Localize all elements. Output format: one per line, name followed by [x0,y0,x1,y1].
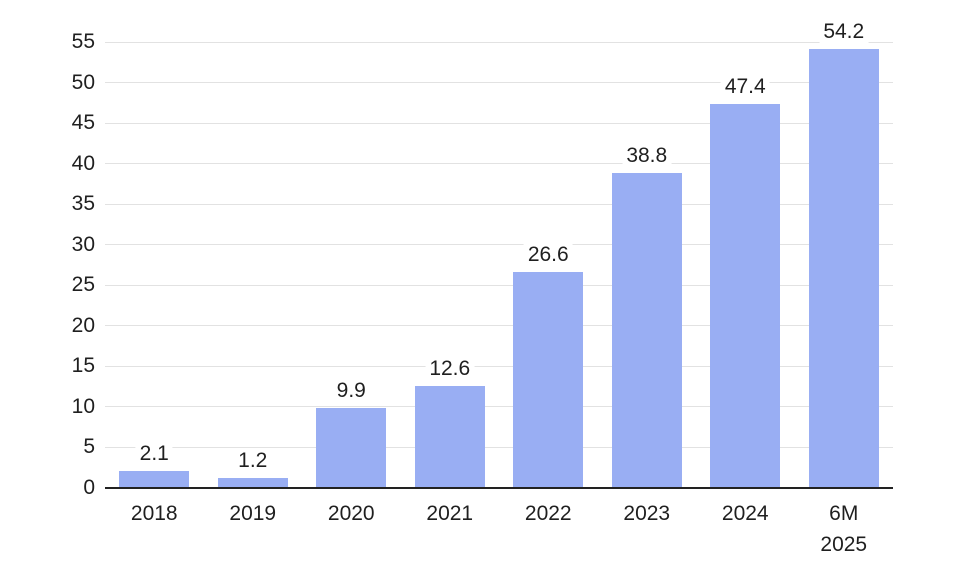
y-axis-tick-label: 35 [71,192,95,216]
bar-value-label: 54.2 [819,19,869,44]
x-axis-tick-label: 6M 2025 [820,502,868,556]
bar-slot-2022: 26.6 [499,42,598,488]
bar [414,385,485,488]
gridline-30 [105,244,893,246]
y-axis-tick-label: 55 [71,30,95,53]
x-axis-tick-label: 2024 [721,502,769,525]
bar-slot-2023: 38.8 [598,42,697,488]
bar-slot-2019: 1.2 [204,42,303,488]
bar-value-label: 47.4 [720,74,770,99]
bar-slot-2024: 47.4 [696,42,795,488]
bar-slot-2021: 12.6 [401,42,500,488]
bar [119,470,190,488]
gridline-25 [105,284,893,286]
x-axis-tick-label: 2018 [130,502,178,525]
y-axis-tick-label: 0 [83,476,95,499]
y-axis-tick-label: 50 [71,70,95,94]
x-axis-tick-label: 2020 [327,502,375,525]
x-axis-tick-label: 2019 [229,502,277,525]
gridline-10 [105,406,893,408]
bar-value-label: 12.6 [425,356,475,381]
x-axis-tick-label: 2023 [623,502,671,525]
bar-value-label: 38.8 [622,144,672,169]
y-axis-tick-label: 25 [71,273,95,297]
bar-value-label: 1.2 [234,449,272,474]
y-axis-tick-label: 20 [71,313,95,337]
bar-value-label: 2.1 [135,441,173,466]
x-axis-tick-label: 2022 [524,502,572,525]
bar-slot-2020: 9.9 [302,42,401,488]
gridline-55 [105,41,893,43]
gridline-5 [105,446,893,448]
gridline-20 [105,325,893,327]
plot-area: 2.1 1.2 9.9 12.6 26.6 38.8 47.4 54.2 [105,19,894,489]
y-axis-tick-label: 5 [83,435,95,459]
bar [316,407,387,488]
bar-value-label: 9.9 [332,378,370,403]
gridline-45 [105,122,893,124]
bar-slot-2018: 2.1 [105,42,204,488]
bar [611,173,682,488]
y-axis-tick-label: 40 [71,151,95,175]
y-axis-tick-label: 15 [71,354,95,378]
x-axis-tick-label: 2021 [426,502,474,525]
gridline-50 [105,82,893,84]
x-axis-line [105,487,893,489]
bar-value-label: 26.6 [523,243,573,268]
bar-slot-6M-2025: 54.2 [795,19,894,488]
bar [710,103,781,488]
bar [808,48,879,488]
y-axis-tick-label: 30 [71,232,95,256]
bar [513,272,584,488]
gridline-15 [105,365,893,367]
y-axis-tick-label: 45 [71,111,95,135]
bar [217,478,288,488]
gridline-40 [105,163,893,165]
gridline-35 [105,203,893,205]
y-axis-tick-label: 10 [71,394,95,418]
